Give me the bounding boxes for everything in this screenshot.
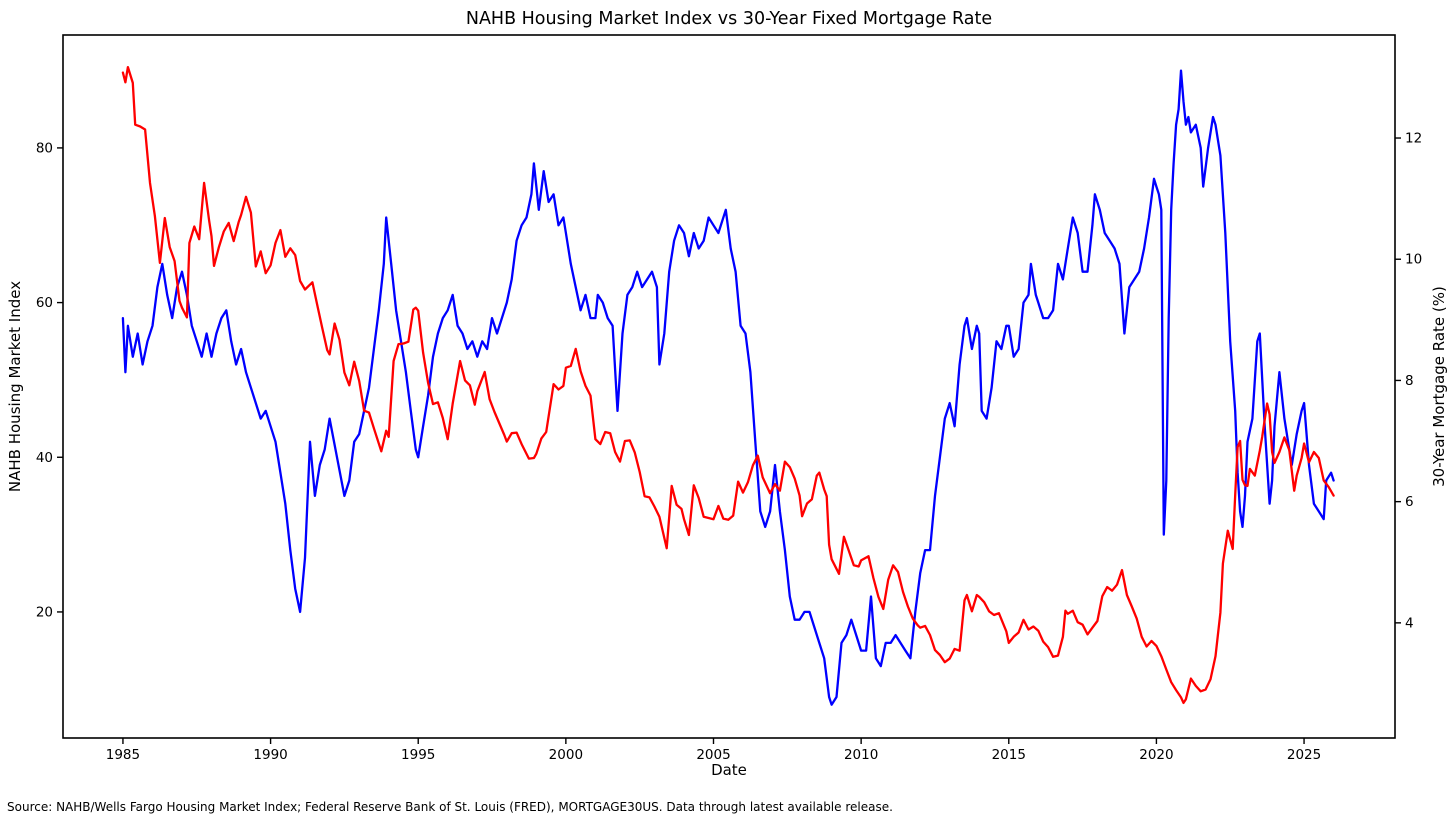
right-tick-label: 4 xyxy=(1405,615,1414,631)
left-tick-label: 40 xyxy=(36,450,53,466)
mortgage-rate-line xyxy=(121,65,1335,705)
right-tick-label: 6 xyxy=(1405,494,1414,510)
left-axis-ticks: 20 40 60 80 xyxy=(36,140,63,620)
left-y-axis-label: NAHB Housing Market Index xyxy=(6,281,24,492)
right-tick-label: 12 xyxy=(1405,131,1422,147)
x-tick-label: 1985 xyxy=(106,747,140,763)
x-tick-label: 2025 xyxy=(1287,747,1321,763)
left-tick-label: 60 xyxy=(36,295,53,311)
hmi-line xyxy=(121,69,1335,706)
x-tick-label: 2000 xyxy=(549,747,583,763)
x-axis-ticks: 1985 1990 1995 2000 2005 2010 2015 2020 2025 xyxy=(106,738,1321,763)
plot-border xyxy=(62,34,1396,739)
right-tick-label: 10 xyxy=(1405,252,1422,268)
left-tick-label: 80 xyxy=(36,140,53,156)
source-note: Source: NAHB/Wells Fargo Housing Market … xyxy=(7,800,893,814)
x-tick-label: 2010 xyxy=(844,747,878,763)
chart-title: NAHB Housing Market Index vs 30-Year Fix… xyxy=(466,9,992,29)
x-tick-label: 1990 xyxy=(253,747,287,763)
right-axis-ticks: 4 6 8 10 12 xyxy=(1395,131,1422,631)
right-y-axis-label: 30-Year Mortgage Rate (%) xyxy=(1430,286,1448,487)
x-tick-label: 1995 xyxy=(401,747,435,763)
x-axis-label: Date xyxy=(711,761,747,779)
x-tick-label: 2020 xyxy=(1139,747,1173,763)
x-tick-label: 2005 xyxy=(696,747,730,763)
data-series xyxy=(121,65,1335,706)
right-tick-label: 8 xyxy=(1405,373,1414,389)
left-tick-label: 20 xyxy=(36,604,53,620)
x-tick-label: 2015 xyxy=(992,747,1026,763)
